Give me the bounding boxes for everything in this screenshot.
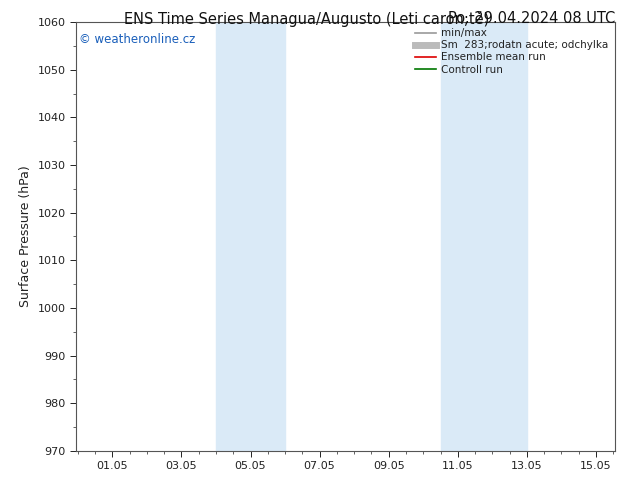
- Y-axis label: Surface Pressure (hPa): Surface Pressure (hPa): [19, 166, 32, 307]
- Legend: min/max, Sm  283;rodatn acute; odchylka, Ensemble mean run, Controll run: min/max, Sm 283;rodatn acute; odchylka, …: [412, 25, 612, 78]
- Text: ENS Time Series Managua/Augusto (Leti caron;tě): ENS Time Series Managua/Augusto (Leti ca…: [124, 11, 489, 27]
- Text: Po. 29.04.2024 08 UTC: Po. 29.04.2024 08 UTC: [448, 11, 615, 26]
- Bar: [216, 22, 285, 451]
- Text: © weatheronline.cz: © weatheronline.cz: [79, 33, 195, 46]
- Bar: [441, 22, 527, 451]
